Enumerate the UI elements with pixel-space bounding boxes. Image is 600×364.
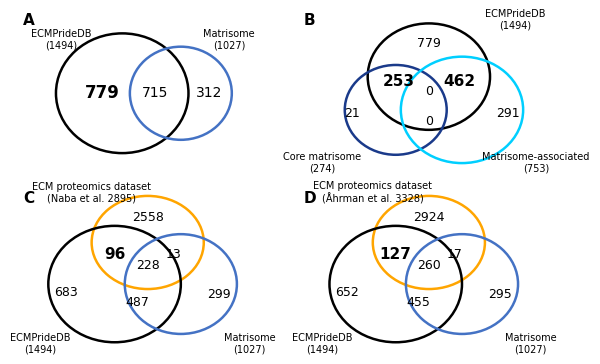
Text: 21: 21 — [344, 107, 360, 120]
Text: 715: 715 — [142, 86, 169, 100]
Text: A: A — [23, 13, 35, 28]
Text: 779: 779 — [85, 84, 119, 102]
Text: 0: 0 — [425, 85, 433, 98]
Text: Matrisome
(1027): Matrisome (1027) — [203, 29, 255, 51]
Text: 683: 683 — [54, 286, 78, 299]
Text: ECMPrideDB
(1494): ECMPrideDB (1494) — [292, 333, 352, 355]
Text: 260: 260 — [417, 259, 441, 272]
Text: 455: 455 — [407, 296, 431, 309]
Text: 299: 299 — [207, 288, 231, 301]
Text: Matrisome-associated
(753): Matrisome-associated (753) — [482, 152, 590, 174]
Text: 13: 13 — [166, 248, 181, 261]
Text: 96: 96 — [104, 247, 125, 262]
Text: 779: 779 — [417, 37, 441, 50]
Text: ECMPrideDB
(1494): ECMPrideDB (1494) — [485, 9, 546, 31]
Text: ECM proteomics dataset
(Åhrman et al. 3328): ECM proteomics dataset (Åhrman et al. 33… — [313, 181, 432, 204]
Text: 2924: 2924 — [413, 211, 445, 224]
Text: 228: 228 — [136, 259, 160, 272]
Text: B: B — [304, 13, 316, 28]
Text: Matrisome
(1027): Matrisome (1027) — [224, 333, 275, 355]
Text: 0: 0 — [425, 115, 433, 128]
Text: 253: 253 — [382, 74, 414, 89]
Text: 462: 462 — [443, 74, 476, 89]
Text: 652: 652 — [335, 286, 359, 299]
Text: C: C — [23, 191, 34, 206]
Text: Core matrisome
(274): Core matrisome (274) — [283, 152, 361, 174]
Text: 295: 295 — [488, 288, 512, 301]
Text: D: D — [304, 191, 317, 206]
Text: ECMPrideDB
(1494): ECMPrideDB (1494) — [10, 333, 71, 355]
Text: 487: 487 — [125, 296, 149, 309]
Text: 127: 127 — [380, 247, 412, 262]
Text: 291: 291 — [496, 107, 520, 120]
Text: 17: 17 — [446, 248, 462, 261]
Text: ECM proteomics dataset
(Naba et al. 2895): ECM proteomics dataset (Naba et al. 2895… — [32, 182, 151, 203]
Text: ECMPrideDB
(1494): ECMPrideDB (1494) — [31, 29, 91, 51]
Text: 2558: 2558 — [132, 211, 164, 224]
Text: Matrisome
(1027): Matrisome (1027) — [505, 333, 557, 355]
Text: 312: 312 — [196, 86, 222, 100]
